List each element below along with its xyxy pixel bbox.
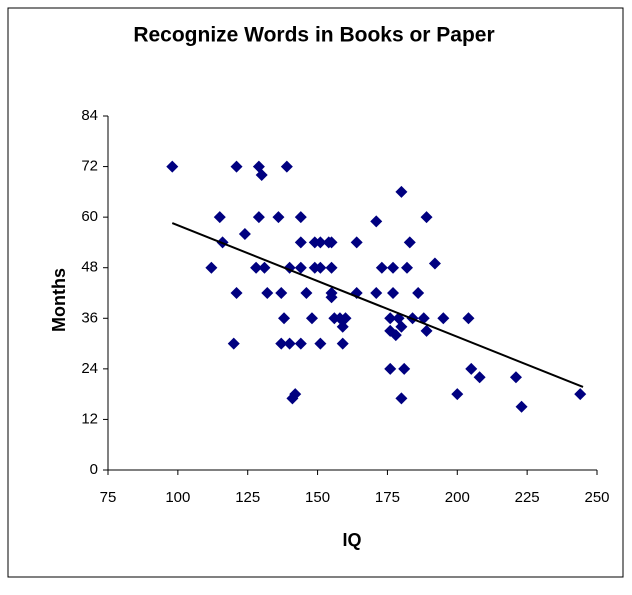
point xyxy=(370,287,383,299)
point xyxy=(227,337,240,350)
point xyxy=(462,312,475,325)
chart-title: Recognize Words in Books or Paper xyxy=(133,24,494,47)
point xyxy=(509,371,522,384)
point xyxy=(574,388,587,401)
point xyxy=(437,312,450,325)
point xyxy=(238,228,251,240)
chart-border xyxy=(7,7,624,578)
point xyxy=(339,312,352,325)
point xyxy=(261,287,274,299)
point xyxy=(384,312,397,325)
point xyxy=(473,371,486,384)
point xyxy=(283,337,296,350)
point xyxy=(275,337,288,350)
point xyxy=(403,236,416,249)
y-tick-label: 84 xyxy=(81,107,98,124)
point xyxy=(336,337,349,350)
point xyxy=(384,362,397,375)
x-tick-label: 100 xyxy=(165,489,190,506)
point xyxy=(314,261,327,274)
point xyxy=(387,261,400,274)
y-tick-label: 72 xyxy=(81,158,98,175)
x-tick-label: 75 xyxy=(100,489,117,506)
x-axis-label: IQ xyxy=(342,530,361,550)
point xyxy=(294,211,307,224)
point xyxy=(294,236,307,249)
point xyxy=(280,160,293,173)
point xyxy=(465,362,478,375)
point xyxy=(420,324,433,337)
point xyxy=(387,287,400,299)
trendline xyxy=(171,222,584,388)
y-axis-label: Months xyxy=(49,268,69,332)
x-tick-label: 200 xyxy=(445,489,470,506)
point xyxy=(451,388,464,401)
point xyxy=(515,400,528,413)
y-tick-label: 60 xyxy=(81,208,98,225)
point xyxy=(314,337,327,350)
y-tick-label: 0 xyxy=(90,461,98,478)
point xyxy=(278,312,291,325)
point xyxy=(252,211,265,224)
point xyxy=(300,287,313,299)
point xyxy=(272,211,285,224)
point xyxy=(205,261,218,274)
point xyxy=(370,215,383,228)
point xyxy=(294,337,307,350)
point xyxy=(255,169,268,181)
point xyxy=(325,291,338,304)
point xyxy=(395,392,408,405)
point xyxy=(289,388,302,401)
point xyxy=(325,236,338,249)
point xyxy=(166,160,179,173)
point xyxy=(258,261,271,274)
point xyxy=(213,211,226,224)
point xyxy=(230,160,243,173)
point xyxy=(230,287,243,299)
point xyxy=(395,185,408,198)
x-tick-label: 150 xyxy=(305,489,330,506)
point xyxy=(389,329,402,342)
y-tick-label: 12 xyxy=(81,410,98,427)
point xyxy=(420,211,433,224)
point xyxy=(250,261,263,274)
point xyxy=(275,287,288,299)
y-tick-label: 36 xyxy=(81,309,98,326)
point xyxy=(395,320,408,333)
point xyxy=(375,261,388,274)
point xyxy=(400,261,413,274)
x-tick-label: 125 xyxy=(235,489,260,506)
point xyxy=(428,257,441,270)
point xyxy=(294,261,307,274)
point xyxy=(314,236,327,249)
y-tick-label: 48 xyxy=(81,259,98,276)
x-tick-label: 175 xyxy=(375,489,400,506)
y-tick-label: 24 xyxy=(81,360,98,377)
x-tick-label: 225 xyxy=(515,489,540,506)
point xyxy=(412,287,425,299)
point xyxy=(305,312,318,325)
point xyxy=(398,362,411,375)
point xyxy=(350,236,363,249)
point xyxy=(325,261,338,274)
x-tick-label: 250 xyxy=(584,489,609,506)
